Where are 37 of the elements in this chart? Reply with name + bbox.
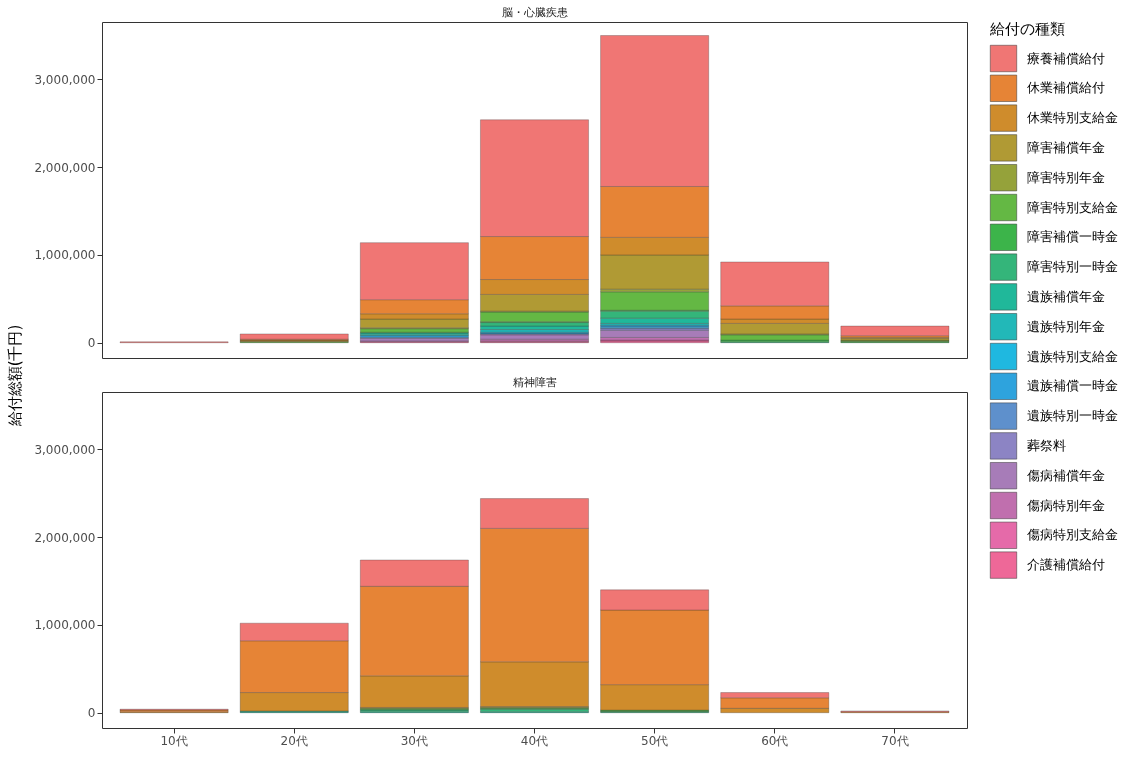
legend-label: 障害補償年金 [1027, 139, 1105, 155]
y-axis-title: 給付総額(千円) [5, 324, 24, 428]
legend-label: 遺族特別一時金 [1027, 408, 1118, 424]
x-tick-label: 70代 [881, 733, 909, 748]
legend-label: 障害特別一時金 [1027, 259, 1118, 275]
y-tick-label: 2,000,000 [34, 530, 96, 545]
legend-label: 休業補償給付 [1027, 80, 1105, 96]
legend-label: 遺族補償一時金 [1027, 378, 1118, 394]
legend-label: 傷病特別支給金 [1026, 527, 1118, 543]
legend-label: 療養補償給付 [1027, 50, 1105, 66]
legend-label: 介護補償給付 [1027, 557, 1105, 573]
legend-label: 傷病特別年金 [1026, 497, 1105, 513]
y-tick-label: 2,000,000 [34, 160, 96, 175]
y-tick-label: 3,000,000 [34, 72, 96, 87]
y-tick-label: 1,000,000 [34, 248, 96, 263]
chart-title: 精神障害 [512, 376, 557, 389]
legend-label: 遺族補償年金 [1027, 288, 1105, 304]
x-tick-label: 30代 [400, 733, 428, 748]
legend-label: 障害特別支給金 [1027, 199, 1118, 215]
legend-label: 障害補償一時金 [1027, 229, 1118, 245]
legend-title: 給付の種類 [989, 20, 1065, 38]
legend-label: 葬祭料 [1027, 437, 1066, 453]
x-tick-label: 40代 [520, 733, 549, 748]
y-tick-label: 0 [87, 706, 96, 721]
legend-label: 障害特別年金 [1027, 169, 1105, 185]
x-tick-label: 50代 [641, 733, 669, 748]
legend-label: 休業特別支給金 [1027, 110, 1118, 126]
legend-label: 遺族特別支給金 [1027, 348, 1118, 364]
chart-title: 脳・心臓疾患 [501, 6, 568, 19]
y-tick-label: 0 [87, 336, 96, 351]
y-tick-label: 3,000,000 [34, 442, 96, 457]
legend-label: 遺族特別年金 [1027, 318, 1105, 334]
y-tick-label: 1,000,000 [34, 618, 96, 633]
legend-label: 傷病補償年金 [1026, 467, 1105, 483]
x-tick-label: 60代 [761, 733, 789, 748]
x-tick-label: 20代 [280, 733, 308, 748]
x-tick-label: 10代 [160, 733, 188, 748]
